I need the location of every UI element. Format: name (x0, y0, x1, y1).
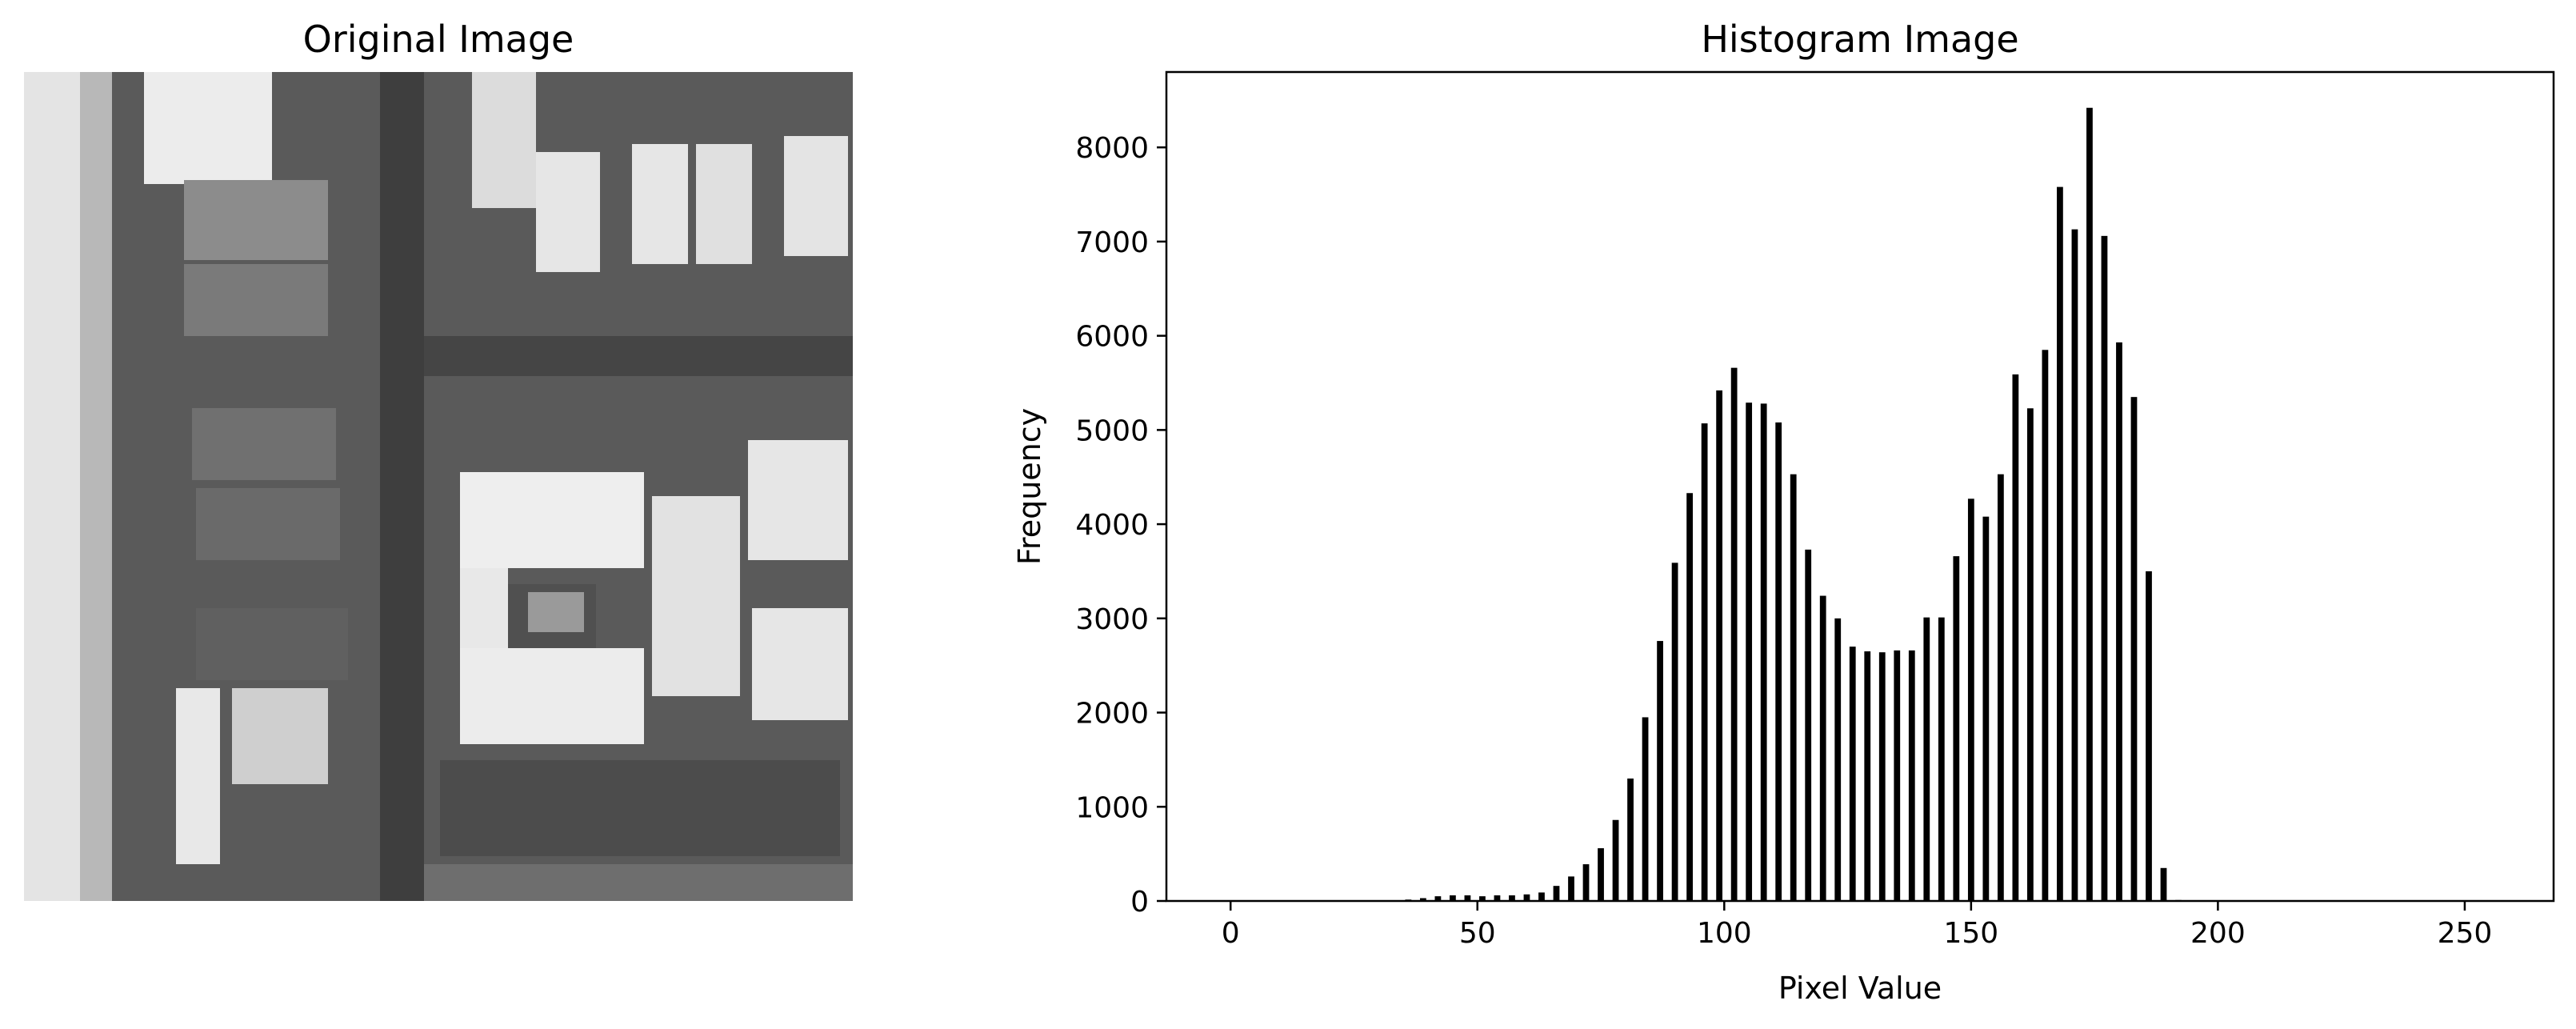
histogram-bar (1938, 617, 1945, 901)
y-tick-label: 0 (1130, 886, 1149, 919)
histogram-bar (1494, 895, 1501, 901)
y-tick-label: 1000 (1075, 791, 1149, 824)
histogram-bar (1479, 896, 1486, 901)
histogram-bar (2027, 408, 2034, 901)
y-axis-label: Frequency (1012, 408, 1047, 565)
original-image (24, 72, 853, 901)
histogram-bar (1523, 894, 1530, 901)
histogram-bar (1657, 641, 1663, 901)
original-image-title: Original Image (302, 18, 574, 61)
plot-frame (1165, 70, 2555, 903)
histogram-bar (1434, 896, 1442, 901)
histogram-bar (1553, 886, 1560, 901)
histogram-bar (1760, 403, 1767, 901)
histogram-bar (2160, 867, 2167, 901)
histogram-bar (2071, 229, 2078, 901)
histogram-bar (2012, 374, 2019, 901)
histogram-bar (1878, 652, 1886, 901)
x-tick-label: 200 (2190, 917, 2246, 950)
y-tick-label: 4000 (1075, 509, 1149, 542)
histogram-bar (1716, 390, 1723, 901)
histogram-bar (1450, 895, 1456, 901)
histogram-bar (1642, 717, 1649, 901)
histogram-bar (1686, 493, 1693, 901)
histogram-bar (1819, 595, 1826, 901)
y-tick-label: 2000 (1075, 698, 1149, 731)
histogram-bar (1627, 778, 1634, 901)
x-tick-label: 50 (1459, 917, 1496, 950)
histogram-bar (1568, 876, 1574, 901)
y-tick-label: 6000 (1075, 321, 1149, 354)
x-tick-label: 150 (1943, 917, 1998, 950)
histogram-bar (2116, 342, 2122, 901)
histogram-bar (2146, 571, 2152, 901)
histogram-bar (1671, 563, 1678, 901)
histogram-bar (1894, 650, 1901, 901)
histogram-bar (1464, 895, 1471, 901)
histogram-bar (1982, 516, 1990, 901)
histogram-bar (1612, 819, 1619, 901)
histogram-bar (2042, 350, 2049, 902)
histogram-title: Histogram Image (1701, 18, 2019, 61)
histogram-bar (1908, 650, 1915, 901)
histogram-bar (1730, 367, 1738, 901)
histogram-bar (2057, 186, 2063, 902)
y-tick-label: 5000 (1075, 414, 1149, 447)
y-tick-label: 8000 (1075, 132, 1149, 165)
x-tick-label: 250 (2438, 917, 2493, 950)
y-tick-label: 3000 (1075, 603, 1149, 636)
histogram-bar (1509, 895, 1515, 901)
histogram-bar (2086, 107, 2093, 902)
histogram-bar (1967, 498, 1974, 901)
x-axis-label: Pixel Value (1778, 971, 1942, 1006)
histogram-bar (1997, 474, 2004, 901)
histogram-bar (1598, 848, 1604, 901)
histogram-bar (2101, 235, 2108, 901)
histogram-bar (1953, 556, 1960, 901)
x-tick-label: 100 (1697, 917, 1752, 950)
histogram-bar (1923, 617, 1930, 901)
histogram-bar (1849, 647, 1856, 901)
histogram-bar (1746, 402, 1753, 901)
y-tick-label: 7000 (1075, 226, 1149, 259)
histogram-bar (2130, 397, 2138, 902)
histogram-bar (1419, 898, 1426, 901)
histogram-bar (1834, 618, 1842, 901)
histogram-bar (1805, 549, 1812, 901)
histogram-bar (1775, 422, 1782, 901)
x-tick-label: 0 (1222, 917, 1240, 950)
histogram-bar (1864, 651, 1871, 901)
histogram-bar (1538, 892, 1545, 901)
histogram-bar (1582, 864, 1590, 901)
histogram-bar (1701, 423, 1708, 901)
histogram-bar (1790, 474, 1797, 901)
